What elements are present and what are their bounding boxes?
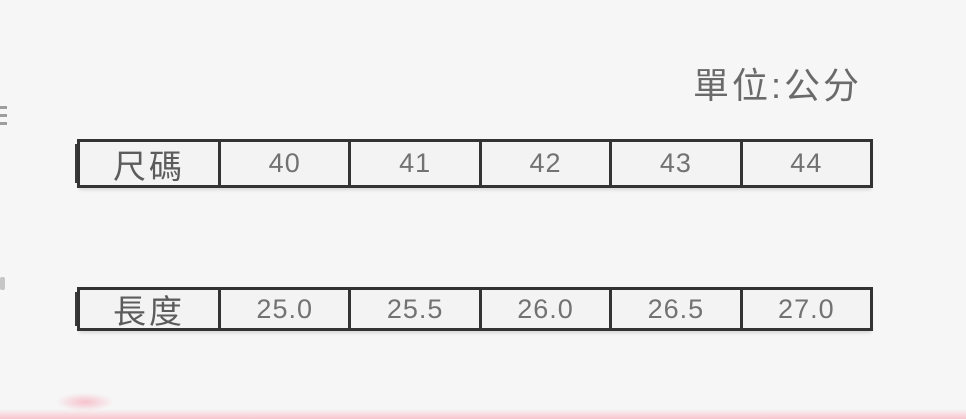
lengths-header-cell: 長度 [113, 293, 185, 328]
size-cell: 41 [348, 142, 478, 185]
lengths-table: 長度 25.0 25.5 26.0 26.5 27.0 [77, 287, 873, 331]
length-cell: 27.0 [739, 290, 870, 328]
size-cell: 43 [609, 142, 739, 185]
bottom-pink-stain [56, 393, 114, 411]
length-cell: 25.0 [218, 290, 348, 328]
bottom-pink-gradient [0, 409, 966, 419]
sizes-table: 尺碼 40 41 42 43 44 [77, 139, 873, 188]
unit-label: 單位:公分 [693, 65, 863, 106]
length-cell: 25.5 [348, 290, 478, 328]
left-edge-artifact [0, 106, 7, 128]
length-cell: 26.0 [478, 290, 609, 328]
size-cell: 40 [218, 142, 348, 185]
size-cell: 42 [478, 142, 609, 185]
size-cell: 44 [739, 142, 870, 185]
left-edge-smudge [0, 277, 5, 290]
length-cell: 26.5 [609, 290, 739, 328]
sizes-header-cell: 尺碼 [113, 147, 185, 185]
